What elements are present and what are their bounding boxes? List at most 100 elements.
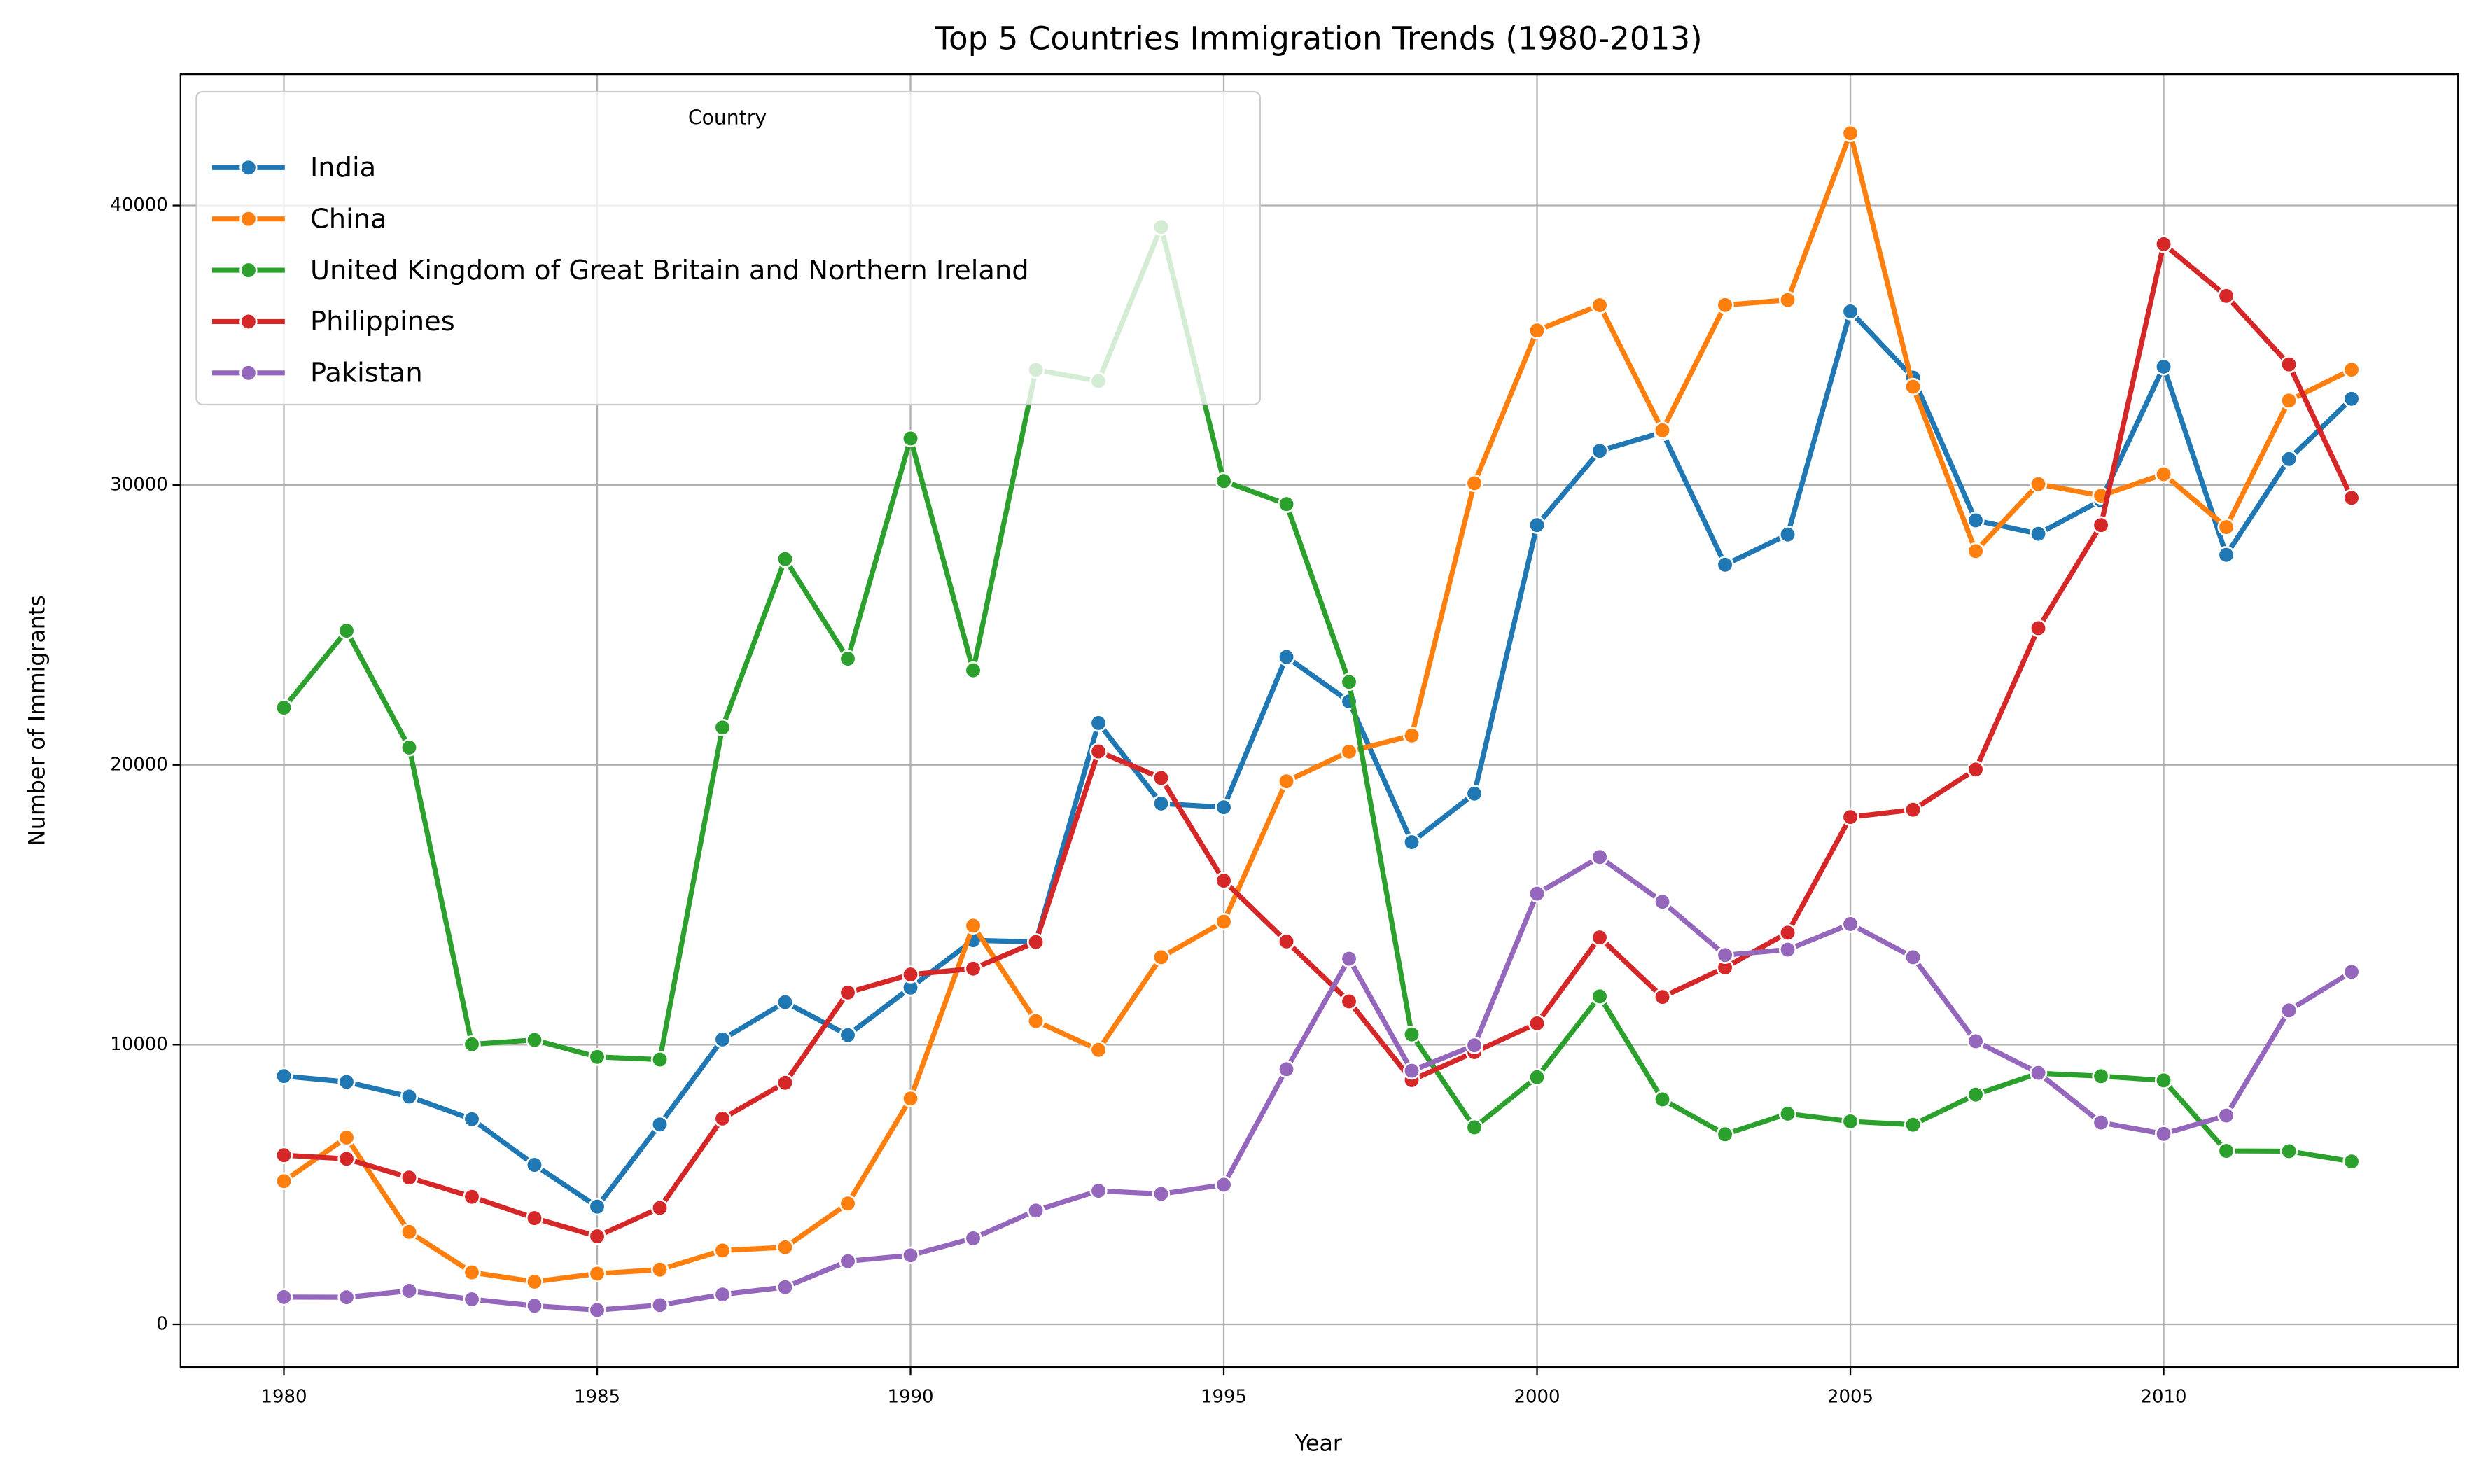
data-point	[776, 1278, 795, 1296]
data-point	[588, 1048, 606, 1066]
data-point	[2217, 1142, 2235, 1160]
data-point	[400, 1087, 419, 1106]
y-tick-label: 30000	[110, 475, 168, 496]
data-point	[588, 1301, 606, 1320]
series-line	[284, 854, 2353, 1313]
legend-title: Country	[688, 106, 767, 129]
data-point	[525, 1030, 544, 1049]
data-point	[2092, 1113, 2110, 1132]
data-point	[2217, 287, 2235, 305]
data-point	[2342, 390, 2361, 408]
data-point	[1402, 1061, 1421, 1080]
data-point	[1591, 442, 1609, 460]
data-point	[588, 1264, 606, 1283]
data-point	[964, 662, 982, 680]
data-point	[1967, 1086, 1985, 1104]
data-point	[2154, 1125, 2173, 1143]
legend-label: Philippines	[310, 306, 455, 337]
data-point	[1653, 892, 1672, 911]
data-point	[1089, 1182, 1108, 1200]
data-point	[1841, 1112, 1859, 1130]
chart-title: Top 5 Countries Immigration Trends (1980…	[934, 20, 1703, 57]
data-point	[1215, 1175, 1233, 1194]
data-point	[2154, 358, 2173, 376]
data-point	[2279, 356, 2298, 374]
data-point	[1778, 290, 1797, 309]
data-point	[2154, 465, 2173, 484]
data-point	[713, 1110, 732, 1128]
data-point	[713, 1285, 732, 1303]
data-point	[901, 1089, 920, 1107]
data-point	[2342, 1152, 2361, 1170]
data-point	[2342, 962, 2361, 981]
data-point	[1904, 377, 1922, 396]
data-point	[650, 1115, 669, 1133]
data-point	[1591, 987, 1609, 1005]
data-point	[1277, 495, 1296, 513]
data-point	[588, 1198, 606, 1216]
data-point	[337, 1288, 356, 1306]
data-point	[1528, 516, 1546, 534]
data-point	[1716, 556, 1734, 574]
data-point	[650, 1296, 669, 1315]
data-point	[463, 1290, 481, 1308]
data-point	[274, 1288, 293, 1306]
data-point	[1778, 940, 1797, 959]
data-point	[1215, 912, 1233, 931]
legend-marker	[239, 312, 258, 331]
data-point	[839, 983, 857, 1002]
data-point	[2279, 450, 2298, 468]
data-point	[2092, 516, 2110, 534]
data-point	[1967, 760, 1985, 778]
data-point	[2342, 360, 2361, 379]
legend-label: China	[310, 203, 387, 234]
data-point	[650, 1261, 669, 1279]
data-point	[1778, 923, 1797, 942]
data-point	[1591, 296, 1609, 314]
data-point	[2029, 619, 2048, 638]
data-point	[463, 1110, 481, 1128]
x-tick-label: 2005	[1827, 1386, 1873, 1407]
data-point	[1841, 808, 1859, 826]
data-point	[1591, 848, 1609, 866]
data-point	[1026, 1201, 1045, 1219]
data-point	[2217, 546, 2235, 564]
data-point	[776, 550, 795, 568]
data-point	[1716, 1125, 1734, 1144]
data-point	[2279, 1142, 2298, 1161]
data-point	[1528, 1014, 1546, 1032]
x-tick-label: 1990	[887, 1386, 933, 1407]
data-point	[1089, 714, 1108, 732]
data-point	[1716, 296, 1734, 314]
data-point	[1215, 798, 1233, 816]
data-point	[1841, 124, 1859, 142]
data-point	[1402, 727, 1421, 745]
data-point	[1967, 542, 1985, 561]
data-point	[274, 1146, 293, 1164]
data-point	[1152, 769, 1171, 788]
data-point	[525, 1156, 544, 1174]
data-point	[1152, 1184, 1171, 1203]
data-point	[901, 1246, 920, 1264]
data-point	[1778, 526, 1797, 544]
y-axis-label: Number of Immigrants	[25, 595, 50, 846]
data-point	[274, 1172, 293, 1190]
data-point	[463, 1035, 481, 1054]
legend-marker	[239, 261, 258, 279]
data-point	[274, 1067, 293, 1085]
data-point	[2217, 1106, 2235, 1125]
data-point	[839, 1194, 857, 1212]
data-point	[2029, 524, 2048, 543]
data-point	[1465, 1036, 1483, 1054]
legend-label: India	[310, 152, 376, 183]
data-point	[1904, 1116, 1922, 1134]
data-point	[1904, 801, 1922, 819]
data-point	[525, 1209, 544, 1227]
y-tick-label: 20000	[110, 754, 168, 775]
data-point	[1277, 932, 1296, 951]
legend-label: United Kingdom of Great Britain and Nort…	[310, 255, 1029, 286]
data-point	[2279, 391, 2298, 410]
data-point	[1402, 1026, 1421, 1044]
data-point	[1716, 946, 1734, 964]
data-point	[1528, 884, 1546, 903]
